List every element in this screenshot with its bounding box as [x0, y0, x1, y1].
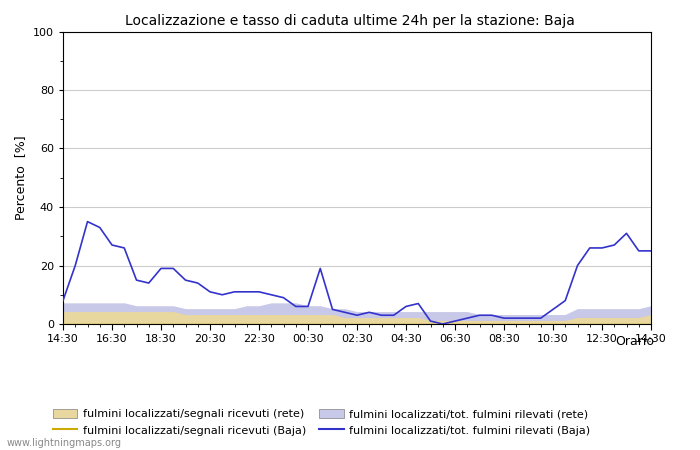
Y-axis label: Percento  [%]: Percento [%]: [15, 135, 27, 220]
Legend: fulmini localizzati/segnali ricevuti (rete), fulmini localizzati/segnali ricevut: fulmini localizzati/segnali ricevuti (re…: [53, 409, 591, 436]
Text: Orario: Orario: [615, 335, 654, 348]
Text: Localizzazione e tasso di caduta ultime 24h per la stazione: Baja: Localizzazione e tasso di caduta ultime …: [125, 14, 575, 27]
Text: www.lightningmaps.org: www.lightningmaps.org: [7, 438, 122, 448]
